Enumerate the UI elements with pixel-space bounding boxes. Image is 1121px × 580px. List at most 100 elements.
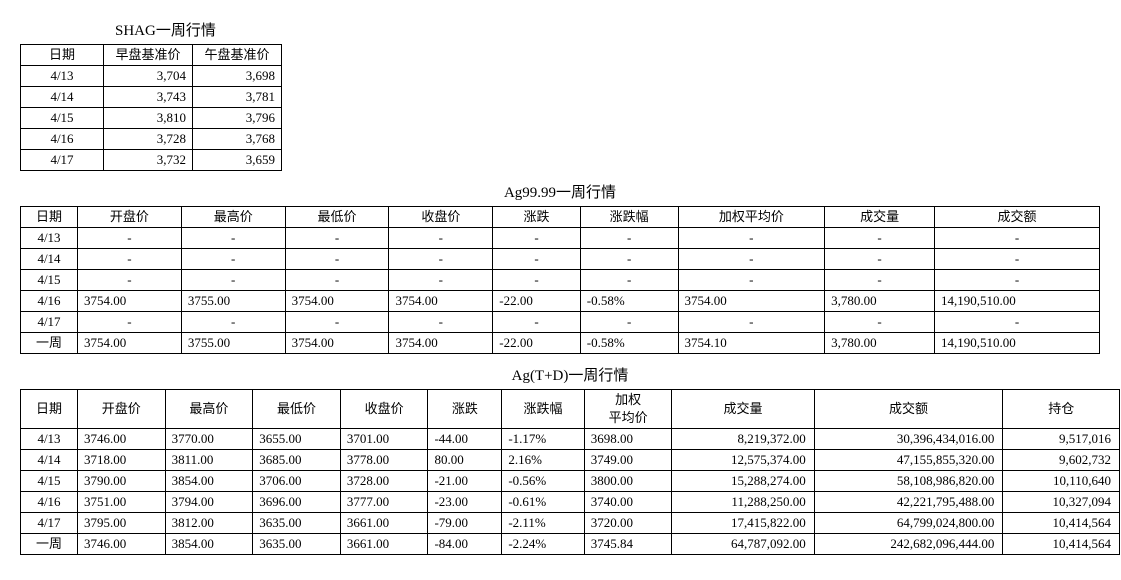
cell: 3795.00	[78, 513, 166, 534]
cell: -	[78, 312, 182, 333]
cell: 3685.00	[253, 450, 341, 471]
cell: 3812.00	[165, 513, 253, 534]
col-header: 开盘价	[78, 390, 166, 429]
cell: 3854.00	[165, 534, 253, 555]
cell: 3754.10	[678, 333, 825, 354]
col-header: 收盘价	[340, 390, 428, 429]
cell: -	[493, 270, 581, 291]
cell: 80.00	[428, 450, 502, 471]
cell: 8,219,372.00	[672, 429, 814, 450]
table-header-row: 日期 开盘价 最高价 最低价 收盘价 涨跌 涨跌幅 加权 平均价 成交量 成交额…	[21, 390, 1120, 429]
table-row: 4/163,7283,768	[21, 129, 282, 150]
col-header: 持仓	[1003, 390, 1120, 429]
cell: 3854.00	[165, 471, 253, 492]
table-row: 4/143,7433,781	[21, 87, 282, 108]
cell: 3635.00	[253, 513, 341, 534]
cell: -	[493, 228, 581, 249]
cell: 3,743	[104, 87, 193, 108]
cell: 4/14	[21, 87, 104, 108]
cell: -	[678, 228, 825, 249]
cell: -	[935, 249, 1100, 270]
col-header: 收盘价	[389, 207, 493, 228]
table-row: 4/133746.003770.003655.003701.00-44.00-1…	[21, 429, 1120, 450]
cell: 4/14	[21, 450, 78, 471]
cell: 4/13	[21, 429, 78, 450]
cell: 4/17	[21, 150, 104, 171]
cell: 3746.00	[78, 429, 166, 450]
cell: -	[935, 228, 1100, 249]
cell: -	[493, 312, 581, 333]
cell: 3,728	[104, 129, 193, 150]
cell: -2.11%	[502, 513, 584, 534]
cell: 10,327,094	[1003, 492, 1120, 513]
cell: 3745.84	[584, 534, 672, 555]
cell: 3754.00	[285, 333, 389, 354]
cell: 3746.00	[78, 534, 166, 555]
agtd-table: 日期 开盘价 最高价 最低价 收盘价 涨跌 涨跌幅 加权 平均价 成交量 成交额…	[20, 389, 1120, 555]
col-header: 日期	[21, 390, 78, 429]
col-header: 成交量	[825, 207, 935, 228]
cell: 一周	[21, 534, 78, 555]
cell: -22.00	[493, 333, 581, 354]
table1-title: SHAG一周行情	[115, 19, 1101, 40]
cell: -79.00	[428, 513, 502, 534]
cell: 15,288,274.00	[672, 471, 814, 492]
cell: -	[678, 249, 825, 270]
table-row: 一周3754.003755.003754.003754.00-22.00-0.5…	[21, 333, 1100, 354]
col-header: 最高价	[165, 390, 253, 429]
cell: 14,190,510.00	[935, 291, 1100, 312]
cell: 11,288,250.00	[672, 492, 814, 513]
cell: 30,396,434,016.00	[814, 429, 1003, 450]
cell: 3696.00	[253, 492, 341, 513]
cell: 3,704	[104, 66, 193, 87]
cell: -	[678, 270, 825, 291]
cell: 3,732	[104, 150, 193, 171]
shag-table: 日期 早盘基准价 午盘基准价 4/133,7043,6984/143,7433,…	[20, 44, 282, 171]
cell: -	[580, 228, 678, 249]
cell: -	[935, 312, 1100, 333]
cell: -44.00	[428, 429, 502, 450]
ag9999-table: 日期 开盘价 最高价 最低价 收盘价 涨跌 涨跌幅 加权平均价 成交量 成交额 …	[20, 206, 1100, 354]
cell: -	[78, 228, 182, 249]
cell: -21.00	[428, 471, 502, 492]
cell: -	[825, 270, 935, 291]
cell: 47,155,855,320.00	[814, 450, 1003, 471]
cell: 3754.00	[78, 291, 182, 312]
col-header: 涨跌	[493, 207, 581, 228]
cell: -	[580, 249, 678, 270]
cell: 9,517,016	[1003, 429, 1120, 450]
cell: 10,110,640	[1003, 471, 1120, 492]
table-row: 4/153790.003854.003706.003728.00-21.00-0…	[21, 471, 1120, 492]
cell: 9,602,732	[1003, 450, 1120, 471]
col-header: 开盘价	[78, 207, 182, 228]
cell: 58,108,986,820.00	[814, 471, 1003, 492]
cell: 3,780.00	[825, 291, 935, 312]
cell: -	[580, 312, 678, 333]
cell: -23.00	[428, 492, 502, 513]
cell: 4/16	[21, 129, 104, 150]
cell: -2.24%	[502, 534, 584, 555]
table-row: 一周3746.003854.003635.003661.00-84.00-2.2…	[21, 534, 1120, 555]
cell: 3,781	[193, 87, 282, 108]
cell: 3749.00	[584, 450, 672, 471]
cell: -	[285, 312, 389, 333]
cell: -	[493, 249, 581, 270]
cell: -	[181, 270, 285, 291]
cell: 3,768	[193, 129, 282, 150]
cell: -	[825, 249, 935, 270]
col-header: 加权 平均价	[584, 390, 672, 429]
cell: 17,415,822.00	[672, 513, 814, 534]
cell: 3755.00	[181, 291, 285, 312]
cell: 3754.00	[678, 291, 825, 312]
cell: -	[389, 249, 493, 270]
cell: -	[389, 270, 493, 291]
cell: -22.00	[493, 291, 581, 312]
cell: -	[678, 312, 825, 333]
cell: -	[285, 249, 389, 270]
col-header: 成交额	[814, 390, 1003, 429]
cell: 3754.00	[389, 333, 493, 354]
col-header: 涨跌幅	[580, 207, 678, 228]
cell: -	[181, 228, 285, 249]
col-header: 日期	[21, 45, 104, 66]
cell: 3661.00	[340, 513, 428, 534]
